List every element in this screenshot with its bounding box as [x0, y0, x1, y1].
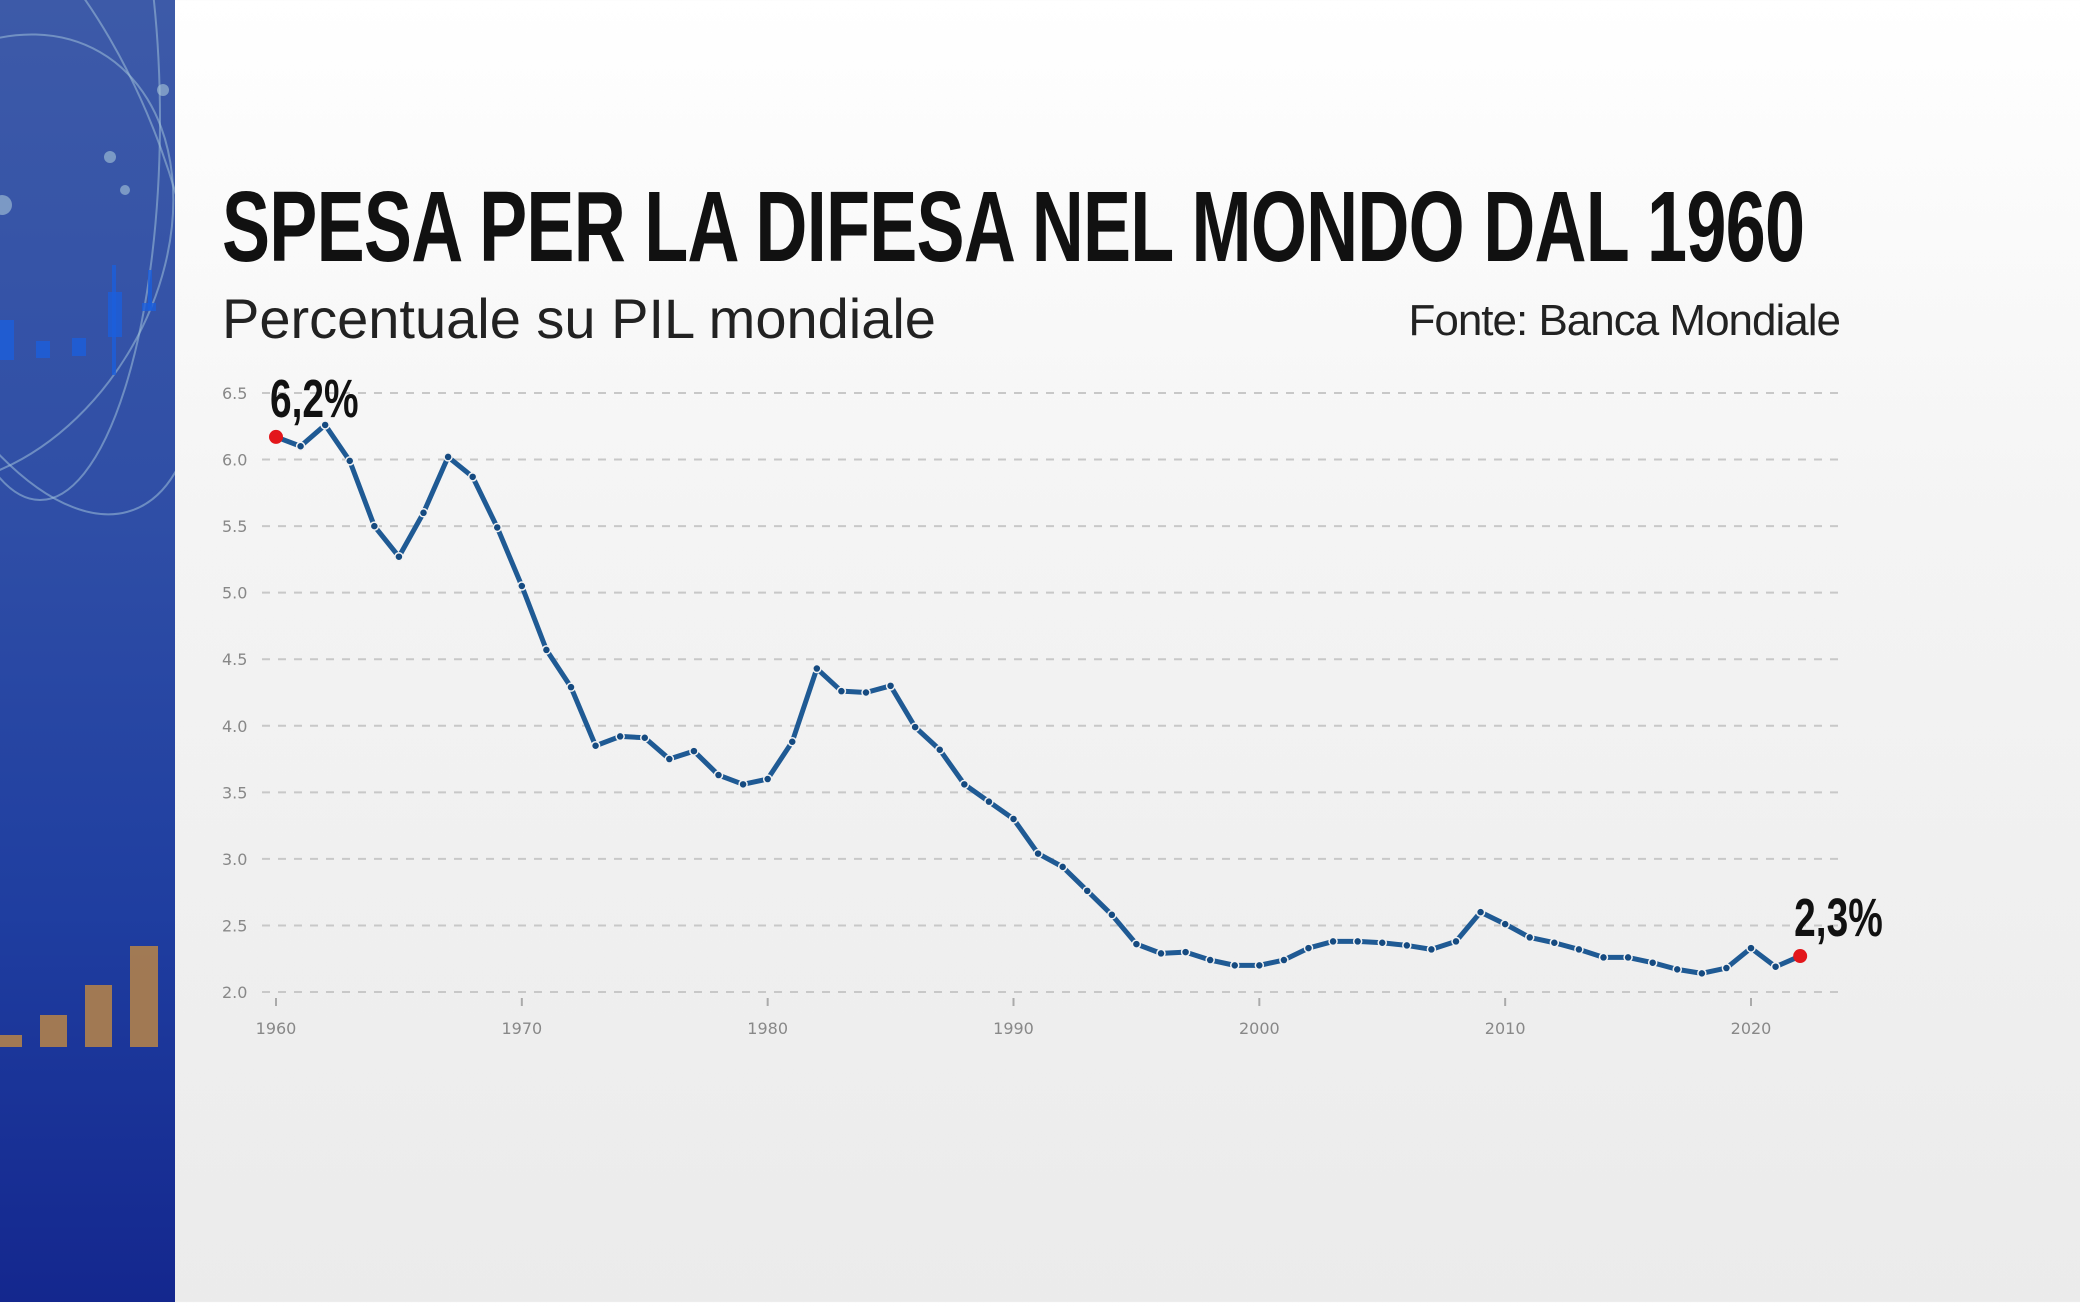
data-point [320, 420, 330, 430]
y-tick-label: 5.5 [222, 517, 247, 536]
data-point [418, 508, 429, 518]
data-point [1402, 940, 1412, 951]
data-point [640, 733, 650, 743]
y-tick-label: 2.5 [222, 916, 247, 935]
data-point [1500, 919, 1510, 929]
data-point [1377, 937, 1387, 948]
data-point [467, 472, 478, 482]
data-point [1033, 848, 1043, 859]
value-annotation: 6,2% [270, 368, 359, 429]
data-point [1623, 952, 1633, 963]
data-point [910, 722, 920, 732]
x-tick-label: 1970 [501, 1019, 542, 1038]
y-tick-label: 4.5 [222, 650, 247, 669]
data-point [1057, 862, 1068, 872]
y-tick-label: 6.5 [222, 384, 247, 403]
data-point [713, 770, 724, 780]
data-point [590, 740, 601, 751]
data-point [615, 731, 625, 742]
data-point [492, 522, 502, 533]
data-point [1574, 944, 1584, 955]
data-point [664, 754, 675, 764]
data-point [1205, 955, 1215, 965]
y-tick-label: 5.0 [222, 584, 247, 603]
highlight-point [269, 429, 283, 444]
y-tick-label: 6.0 [222, 451, 247, 470]
y-tick-label: 2.0 [222, 983, 247, 1002]
x-tick-label: 2000 [1239, 1019, 1280, 1038]
data-point [1525, 932, 1535, 943]
x-tick-label: 1960 [256, 1019, 297, 1038]
data-point [1770, 961, 1781, 972]
y-tick-label: 3.0 [222, 850, 247, 869]
data-point [1107, 910, 1117, 920]
y-tick-label: 4.0 [222, 717, 247, 736]
data-point [394, 551, 404, 562]
data-point [1697, 968, 1707, 979]
data-point [369, 521, 380, 531]
data-point [345, 456, 355, 466]
data-point [541, 645, 552, 655]
data-point [1549, 937, 1560, 948]
data-point [959, 779, 970, 790]
data-point [762, 774, 773, 784]
x-tick-label: 1990 [993, 1019, 1034, 1038]
decorative-sidebar [0, 0, 202, 1302]
data-point [1279, 955, 1289, 965]
data-point [1426, 944, 1437, 955]
y-tick-label: 3.5 [222, 783, 247, 802]
data-point [1303, 943, 1314, 953]
data-point [1131, 939, 1142, 949]
data-point [812, 663, 822, 674]
data-point [885, 681, 896, 691]
data-point [566, 682, 576, 692]
source-note: Fonte: Banca Mondiale [1408, 296, 1841, 345]
x-tick-label: 2010 [1485, 1019, 1526, 1038]
series-line [275, 422, 1802, 976]
data-point [689, 746, 699, 756]
data-point [1156, 948, 1166, 959]
x-tick-label: 1980 [747, 1019, 788, 1038]
data-point [787, 737, 797, 747]
data-point [1475, 907, 1486, 917]
data-point [738, 779, 748, 790]
data-point [935, 744, 945, 755]
data-point [1328, 936, 1338, 947]
data-point [1230, 960, 1240, 971]
value-annotation: 2,3% [1794, 887, 1883, 948]
data-point [1647, 957, 1658, 968]
data-point [295, 441, 306, 451]
data-point [443, 452, 453, 462]
data-point [1352, 936, 1363, 947]
data-point [517, 581, 527, 591]
data-point [1180, 947, 1191, 957]
globe-candlestick-graphic [0, 0, 202, 1047]
data-point [1451, 936, 1461, 947]
data-point [861, 687, 871, 698]
data-point [1672, 964, 1682, 975]
data-point [1082, 886, 1092, 896]
data-point [1008, 814, 1019, 824]
chart-subtitle: Percentuale su PIL mondiale [222, 287, 936, 350]
data-point [984, 796, 994, 807]
highlight-point [1793, 949, 1808, 964]
data-point [1254, 960, 1265, 971]
data-point [1746, 943, 1756, 953]
data-point [836, 686, 847, 696]
data-point [1721, 963, 1732, 973]
chart-title: SPESA PER LA DIFESA NEL MONDO DAL 1960 [222, 171, 1805, 283]
data-point [1598, 952, 1609, 963]
x-tick-label: 2020 [1731, 1019, 1772, 1038]
